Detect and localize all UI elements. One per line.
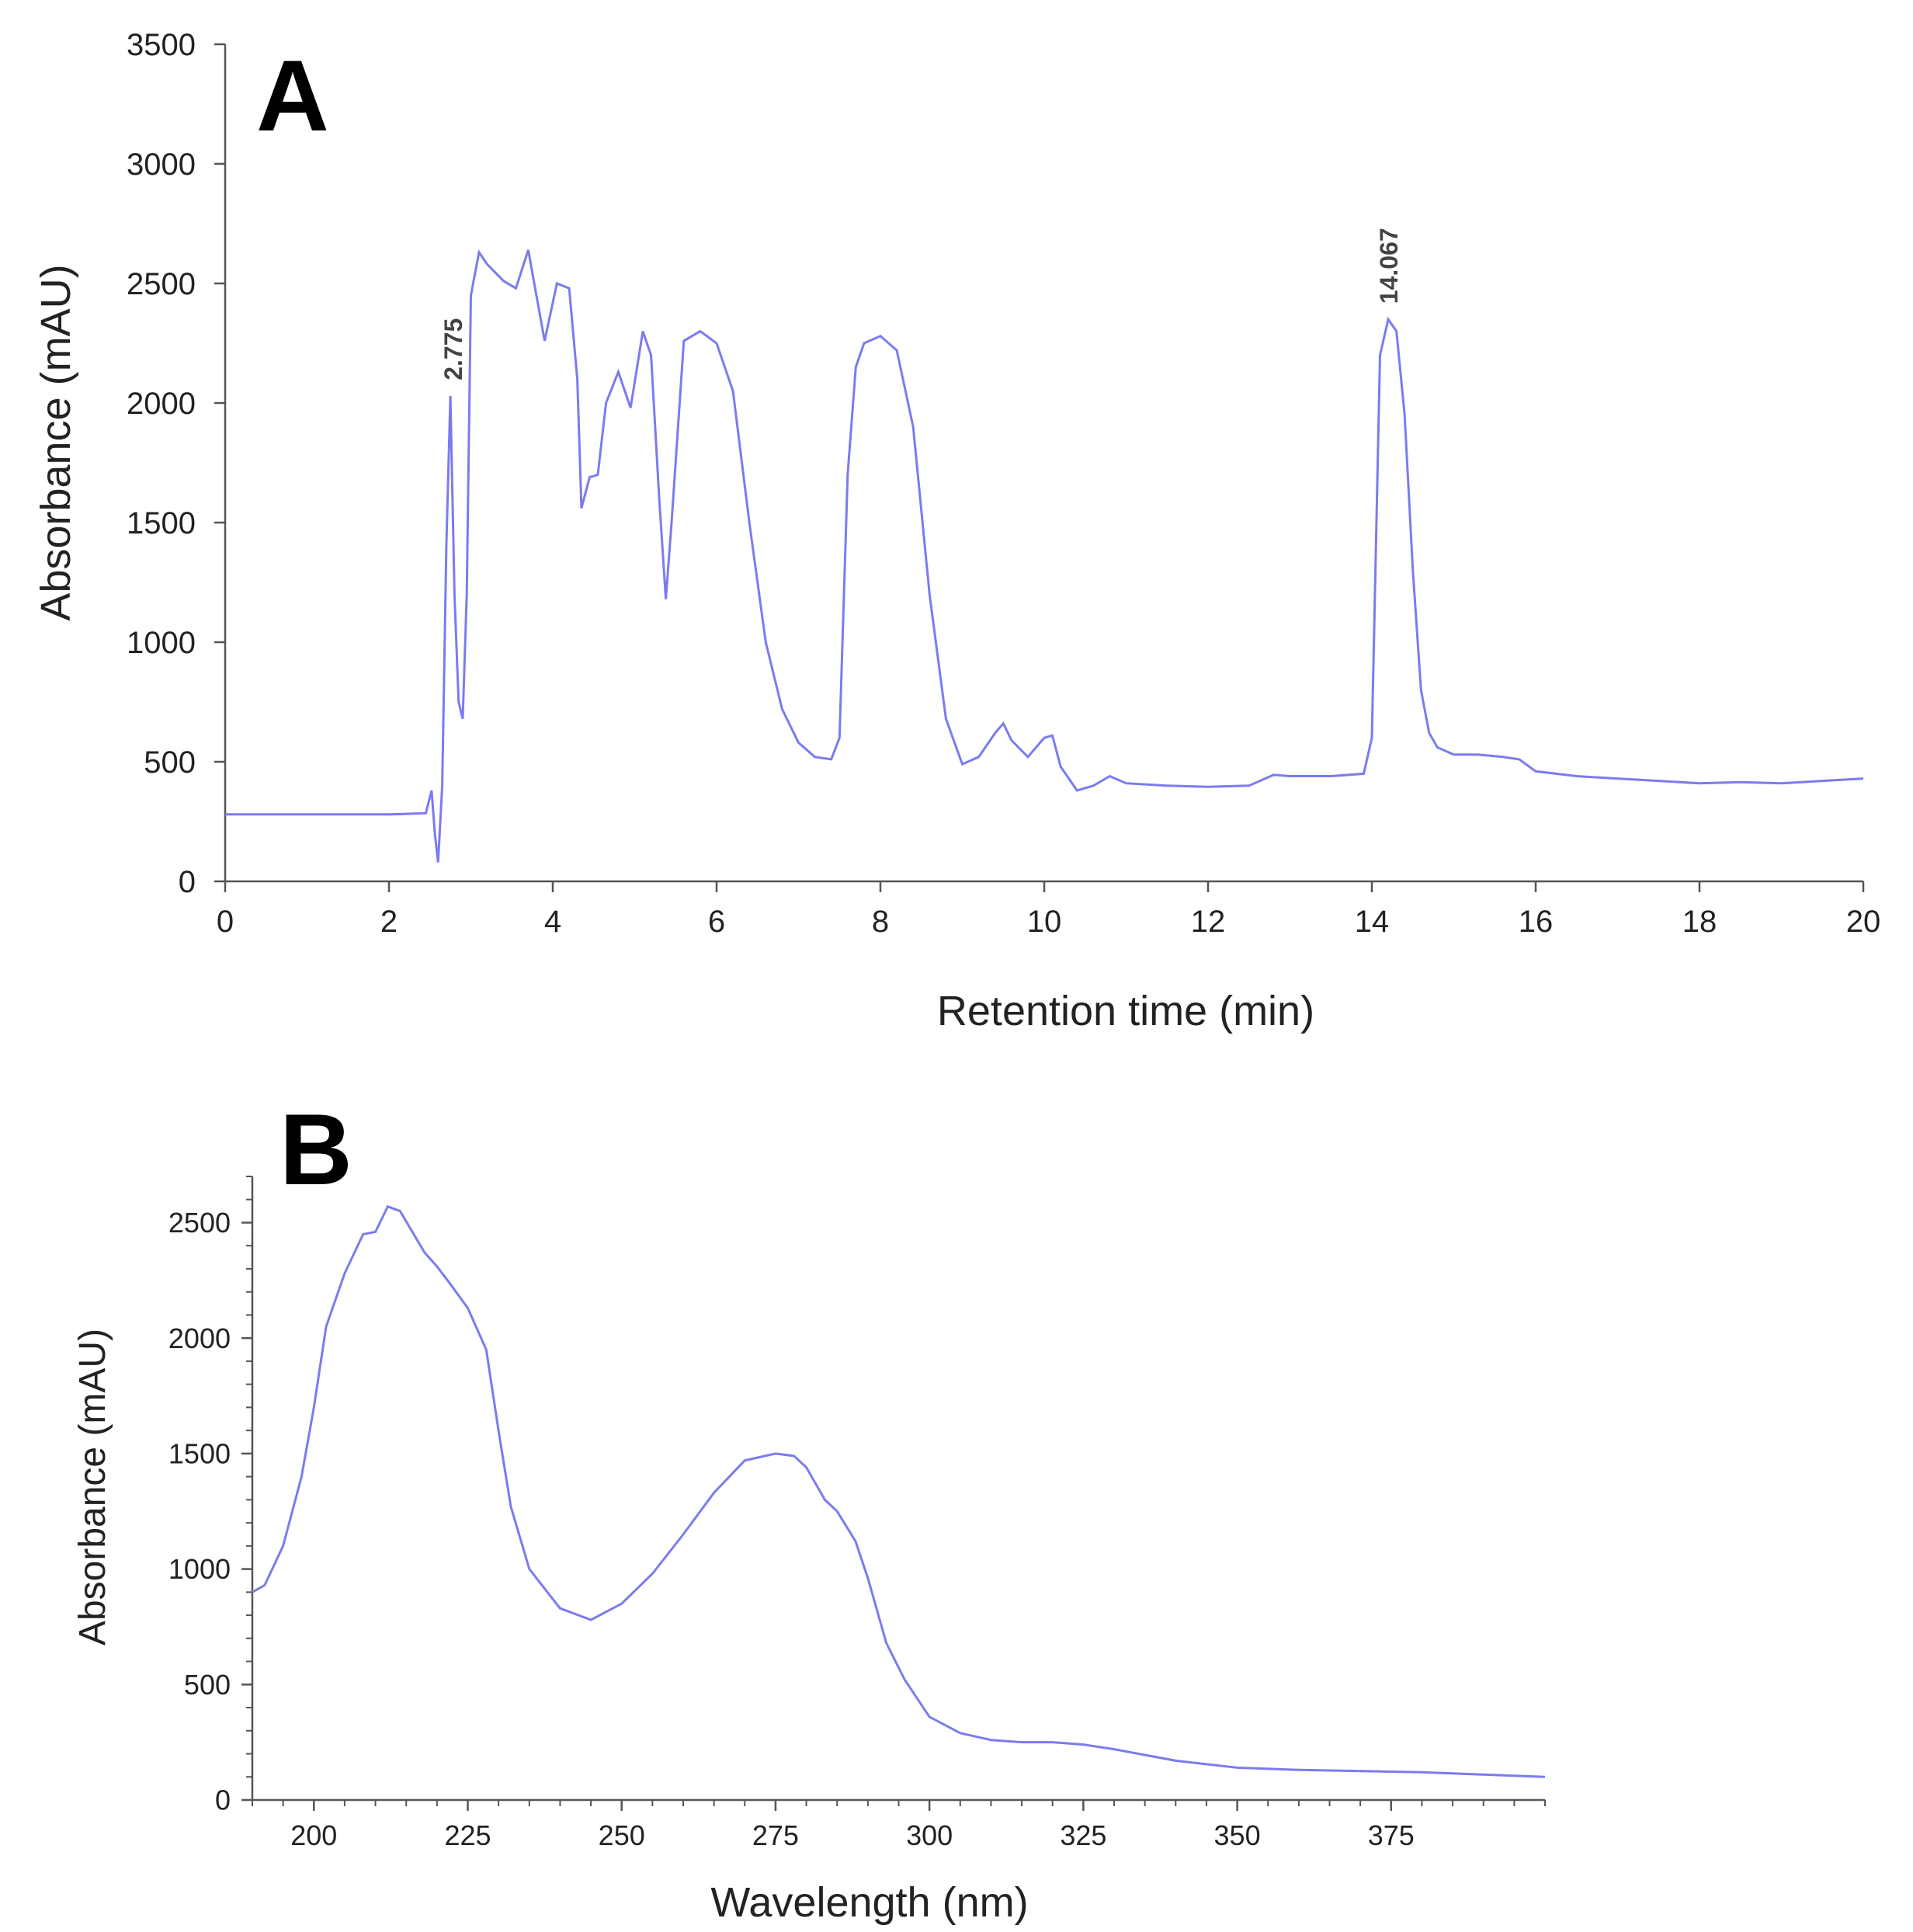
x-axis-title-b: Wavelength (nm) [710, 1879, 1028, 1926]
uv-spectrum-panel: B 200 225 250 275 300 325 350 37505001000150020… [72, 1093, 1546, 1926]
x-tick-label: 225 [444, 1819, 491, 1851]
uv-spectrum-axes: 200 225 250 275 300 325 350 375 0 500 1000 1500 2000… [168, 1176, 1546, 1851]
x-tick-label: 250 [599, 1819, 645, 1851]
chromatogram-series-line [225, 249, 1864, 863]
x-tick-label: 375 [1368, 1819, 1415, 1851]
x-tick-label: 350 [1214, 1819, 1261, 1851]
y-tick-label: 1000 [127, 626, 196, 660]
x-tick-label: 4 [544, 905, 561, 939]
y-tick-label: 1500 [127, 506, 196, 540]
x-tick-label: 325 [1060, 1819, 1106, 1851]
panel-label-a: A [256, 39, 329, 152]
y-tick-label: 0 [179, 865, 196, 899]
x-tick-label: 200 [290, 1819, 337, 1851]
x-tick-label: 10 [1027, 905, 1062, 939]
y-axis-title-b: Absorbance (mAU) [72, 1329, 113, 1645]
y-tick-label: 1500 [168, 1437, 231, 1469]
x-tick-label: 12 [1191, 905, 1226, 939]
y-tick-label: 2000 [127, 387, 196, 421]
y-tick-label: 2500 [127, 267, 196, 301]
x-tick-label: 300 [906, 1819, 953, 1851]
chromatogram-axes: 0 2 4 6 8 10 12 14 16 18 20 0 500 1000 1500 2000 2500 300… [127, 28, 1880, 939]
y-tick-label: 500 [144, 745, 196, 780]
y-tick-label: 2000 [168, 1322, 231, 1354]
x-tick-label: 2 [380, 905, 398, 939]
y-tick-label: 0 [215, 1784, 231, 1816]
chromatogram-panel: A 0 2 4 6 8 10 12 14 16 18 20 0 500 1000 1500 2000 2500 3… [33, 28, 1880, 1034]
x-tick-label: 0 [217, 905, 234, 939]
peak-annotations: 2.775 14.067 [439, 228, 1403, 380]
y-axis-title: Absorbance (mAU) [33, 264, 79, 620]
panel-label-b: B [279, 1093, 352, 1206]
x-tick-label: 14 [1355, 905, 1390, 939]
x-tick-label: 16 [1519, 905, 1554, 939]
peak-label: 2.775 [439, 318, 467, 380]
x-tick-label: 8 [872, 905, 889, 939]
x-tick-label: 20 [1846, 905, 1881, 939]
y-tick-label: 500 [184, 1669, 231, 1701]
peak-label: 14.067 [1375, 228, 1403, 304]
x-tick-label: 275 [752, 1819, 799, 1851]
y-tick-label: 3500 [127, 28, 196, 62]
x-tick-label: 6 [708, 905, 725, 939]
x-tick-label: 18 [1682, 905, 1717, 939]
y-tick-label: 1000 [168, 1553, 231, 1585]
uv-spectrum-series-line [252, 1204, 1546, 1778]
x-axis-title: Retention time (min) [937, 988, 1314, 1034]
y-tick-label: 2500 [168, 1207, 231, 1239]
y-tick-label: 3000 [127, 148, 196, 182]
